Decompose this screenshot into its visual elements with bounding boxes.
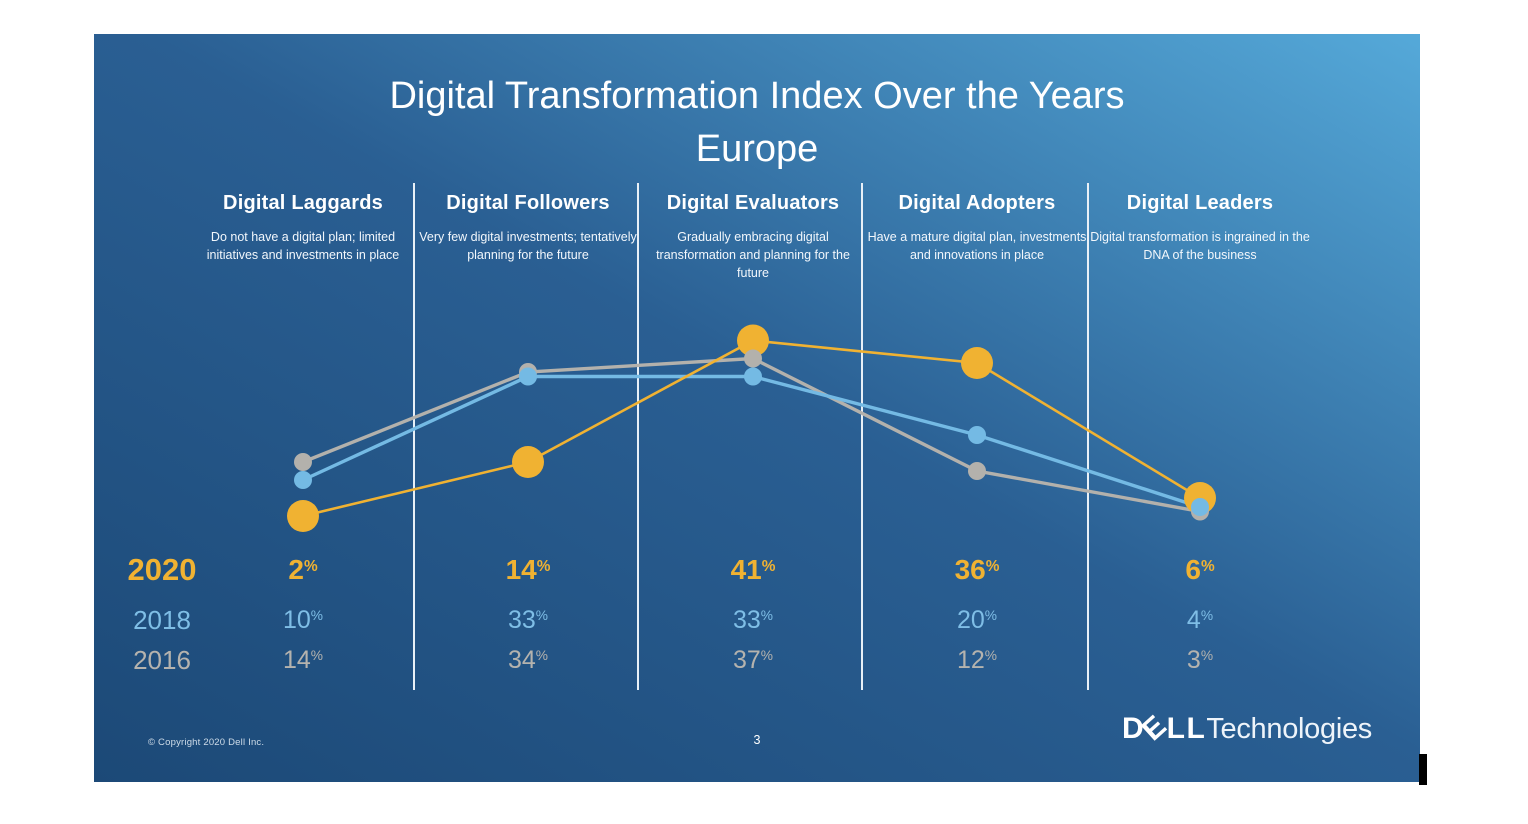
column-divider-4: [1087, 183, 1089, 690]
percent-sign: %: [760, 648, 774, 664]
page-number: 3: [753, 733, 761, 747]
category-description-digital-laggards: Do not have a digital plan; limited init…: [206, 230, 400, 262]
category-digital-adopters: Digital Adopters Have a mature digital p…: [865, 192, 1089, 265]
point-2016-digital-adopters: [968, 462, 986, 480]
technologies-wordmark: Technologies: [1206, 713, 1372, 745]
point-2020-digital-evaluators: [737, 324, 769, 357]
percent-sign: %: [760, 608, 774, 624]
point-2018-digital-followers: [519, 367, 537, 386]
point-2020-digital-followers: [512, 446, 544, 478]
category-title-digital-followers: Digital Followers: [446, 192, 610, 214]
percent-sign: %: [761, 557, 776, 575]
percent-sign: %: [535, 648, 549, 664]
category-title-digital-leaders: Digital Leaders: [1126, 192, 1274, 214]
year-label-2016: 2016: [133, 645, 191, 675]
dell-technologies-logo: DELLTechnologies: [1121, 708, 1372, 748]
percent-sign: %: [535, 608, 549, 624]
value-2018-digital-followers: 33%: [507, 606, 549, 634]
data-row-2018: 2018 10% 33% 33% 20% 4%: [94, 600, 1420, 640]
presentation-slide: Digital Transformation Index Over the Ye…: [94, 34, 1420, 782]
value-2020-digital-evaluators: 41%: [730, 554, 776, 585]
percent-sign: %: [536, 557, 551, 575]
percent-sign: %: [1200, 557, 1215, 575]
category-digital-followers: Digital Followers Very few digital inves…: [416, 192, 640, 265]
value-2016-digital-followers: 34%: [507, 646, 549, 674]
category-title-digital-laggards: Digital Laggards: [223, 192, 383, 214]
category-digital-leaders: Digital Leaders Digital transformation i…: [1088, 192, 1312, 265]
copyright-text: © Copyright 2020 Dell Inc.: [148, 737, 265, 748]
column-divider-1: [413, 183, 415, 690]
value-2018-digital-evaluators: 33%: [732, 606, 774, 634]
slide-title: Digital Transformation Index Over the Ye…: [94, 70, 1420, 176]
year-label-2018: 2018: [133, 605, 191, 635]
dt-index-line-chart: [287, 324, 1216, 532]
category-description-digital-leaders: Digital transformation is ingrained in t…: [1090, 230, 1310, 262]
value-2018-digital-leaders: 4%: [1186, 606, 1214, 634]
point-2020-digital-laggards: [287, 500, 319, 532]
value-2016-digital-evaluators: 37%: [732, 646, 774, 674]
percent-sign: %: [984, 608, 998, 624]
value-2020-digital-leaders: 6%: [1185, 554, 1215, 585]
data-row-2016: 2016 14% 34% 37% 12% 3%: [94, 640, 1420, 680]
point-2018-digital-evaluators: [744, 367, 762, 386]
value-2016-digital-leaders: 3%: [1186, 646, 1214, 674]
category-description-digital-followers: Very few digital investments; tentativel…: [419, 230, 637, 262]
title-line-2: Europe: [695, 128, 819, 170]
point-2018-digital-leaders: [1191, 498, 1209, 516]
percent-sign: %: [985, 557, 1000, 575]
category-description-digital-adopters: Have a mature digital plan, investments …: [867, 230, 1087, 262]
value-2018-digital-laggards: 10%: [282, 606, 324, 634]
value-2020-digital-followers: 14%: [505, 554, 551, 585]
percent-sign: %: [984, 648, 998, 664]
data-row-2020: 2020 2% 14% 41% 36% 6%: [94, 550, 1420, 590]
value-2018-digital-adopters: 20%: [956, 606, 998, 634]
column-divider-3: [861, 183, 863, 690]
category-digital-laggards: Digital Laggards Do not have a digital p…: [191, 192, 415, 265]
percent-sign: %: [1200, 608, 1214, 624]
year-label-2020: 2020: [127, 552, 197, 587]
category-digital-evaluators: Digital Evaluators Gradually embracing d…: [641, 192, 865, 282]
point-2016-digital-evaluators: [744, 349, 762, 368]
point-2020-digital-adopters: [961, 347, 993, 379]
percent-sign: %: [310, 608, 324, 624]
point-2018-digital-adopters: [968, 426, 986, 444]
percent-sign: %: [1200, 648, 1214, 664]
category-description-digital-evaluators: Gradually embracing digital transformati…: [656, 230, 850, 280]
value-2016-digital-adopters: 12%: [956, 646, 998, 674]
dell-wordmark: DELL: [1121, 708, 1207, 748]
category-title-digital-adopters: Digital Adopters: [898, 192, 1056, 214]
category-title-digital-evaluators: Digital Evaluators: [666, 192, 840, 214]
title-line-1: Digital Transformation Index Over the Ye…: [389, 75, 1125, 117]
point-2016-digital-laggards: [294, 453, 312, 471]
percent-sign: %: [310, 648, 324, 664]
value-2020-digital-laggards: 2%: [288, 554, 318, 585]
value-2016-digital-laggards: 14%: [282, 646, 324, 674]
point-2018-digital-laggards: [294, 471, 312, 489]
percent-sign: %: [303, 557, 318, 575]
scrollbar-artifact: [1419, 754, 1427, 785]
value-2020-digital-adopters: 36%: [954, 554, 1000, 585]
column-divider-2: [637, 183, 639, 690]
